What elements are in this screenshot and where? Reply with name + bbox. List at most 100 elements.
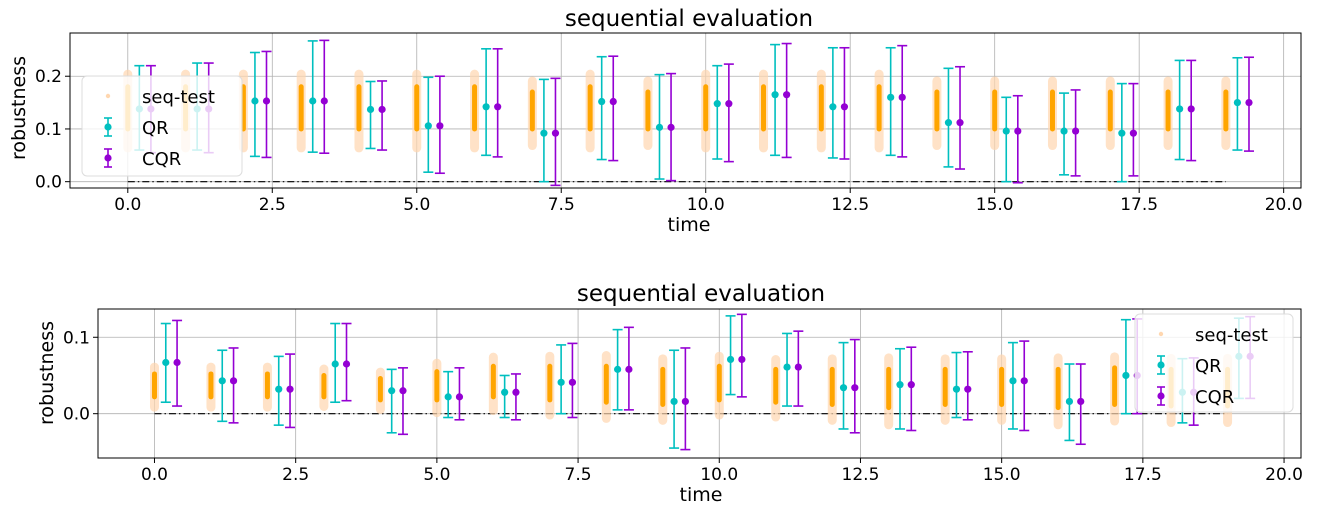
top-y-tick-label: 0.1 [35,120,62,140]
bottom-qr-point [726,355,735,364]
top-cqr-point [898,93,906,101]
top-cqr-point [378,105,386,114]
bottom-cqr-point [625,365,633,373]
top-qr-point [1233,98,1242,107]
top-cqr-point [262,97,271,105]
bottom-qr-point [275,385,283,393]
top-cqr-point [1072,127,1080,135]
top-x-tick-label: 12.5 [831,195,869,215]
bottom-qr-point [388,387,396,395]
bottom-series-qr [160,315,1244,449]
bottom-qr-point [783,363,791,371]
top-chart-title: sequential evaluation [565,6,813,32]
top-y-tick-label: 0.2 [35,67,62,87]
top-cqr-point [725,100,733,108]
bottom-chart-xlabel: time [680,484,723,506]
top-x-tick-label: 10.0 [687,195,725,215]
top-legend-marker-seq-test [105,93,111,99]
top-chart-ylabel: robustness [8,56,30,160]
top-legend-marker-point [104,123,112,131]
bottom-cqr-point [399,387,407,395]
top-cqr-point [667,123,675,131]
bottom-qr-point [896,381,904,389]
top-x-tick-label: 5.0 [403,195,430,215]
top-legend-label-QR: QR [142,118,169,139]
bottom-cqr-point [568,378,577,386]
bottom-qr-point [1009,377,1017,385]
top-qr-point [713,100,721,108]
bottom-qr-point [162,358,170,367]
top-series-seq-test [123,69,1231,153]
bottom-legend-label-QR: QR [1195,356,1222,377]
bottom-x-tick-label: 2.5 [282,465,309,485]
top-x-tick-label: 15.0 [976,195,1014,215]
bottom-legend: seq-test QR CQR [1134,313,1294,413]
bottom-cqr-point [455,393,464,401]
top-chart-panel: sequential evaluation time robustness 0.… [8,6,1303,236]
top-cqr-point [1014,127,1022,135]
bottom-cqr-point [1077,397,1085,406]
top-qr-point [251,97,259,105]
top-cqr-point [494,103,502,111]
bottom-x-tick-label: 12.5 [842,465,880,485]
top-qr-point [1002,127,1010,135]
top-qr-point [598,97,606,106]
top-qr-point [771,91,779,99]
top-cqr-point [956,119,964,127]
top-qr-point [887,93,895,101]
bottom-legend-label-CQR: CQR [1195,387,1234,408]
top-cqr-point [840,103,849,111]
bottom-qr-point [614,365,622,373]
top-series-qr [134,40,1243,183]
top-x-tick-label: 20.0 [1265,195,1303,215]
bottom-x-tick-label: 0.0 [141,465,168,485]
top-cqr-point [1129,129,1137,137]
bottom-qr-point [1065,397,1074,406]
bottom-cqr-point [738,355,746,364]
bottom-legend-box [1134,313,1294,413]
bottom-chart-title: sequential evaluation [577,281,825,307]
bottom-qr-point [331,360,339,368]
bottom-x-tick-label: 5.0 [423,465,450,485]
top-qr-point [655,123,664,131]
top-legend-box [81,75,243,177]
bottom-cqr-point [907,381,915,389]
top-axes-frame [69,32,1302,189]
bottom-cqr-point [342,360,351,368]
bottom-legend-label-seq-test: seq-test [1195,325,1268,346]
top-cqr-point [609,97,617,106]
top-cqr-point [436,122,444,130]
bottom-x-tick-label: 15.0 [983,465,1021,485]
top-qr-point [1118,129,1126,137]
bottom-y-tick-label: 0.0 [63,405,90,425]
bottom-chart-panel: sequential evaluation time robustness 0.… [36,281,1303,506]
top-cqr-point [320,97,328,105]
bottom-qr-point [501,388,509,396]
bottom-qr-point [218,377,226,385]
top-qr-point [1176,105,1184,113]
top-qr-point [424,122,432,130]
top-y-tick-label: 0.0 [35,173,62,193]
top-legend-marker-point [104,154,112,162]
bottom-y-tick-label: 0.1 [63,328,90,348]
top-qr-point [309,97,317,105]
bottom-qr-point [952,385,961,393]
bottom-cqr-point [964,385,972,393]
bottom-cqr-point [681,397,689,406]
top-cqr-point [1187,105,1195,113]
bottom-x-tick-label: 17.5 [1124,465,1162,485]
bottom-cqr-point [229,377,238,385]
top-legend: seq-test QR CQR [81,75,243,177]
top-chart-xlabel: time [668,214,711,236]
bottom-qr-point [1122,371,1130,380]
top-qr-point [944,119,953,127]
bottom-axes-frame [97,308,1302,459]
bottom-cqr-point [1020,377,1028,385]
top-qr-point [366,105,375,114]
top-cqr-point [783,91,791,99]
top-x-tick-label: 7.5 [548,195,575,215]
bottom-legend-marker-seq-test [1158,331,1164,337]
top-cqr-point [1245,98,1253,107]
top-qr-point [829,103,837,111]
top-qr-point [482,103,490,111]
